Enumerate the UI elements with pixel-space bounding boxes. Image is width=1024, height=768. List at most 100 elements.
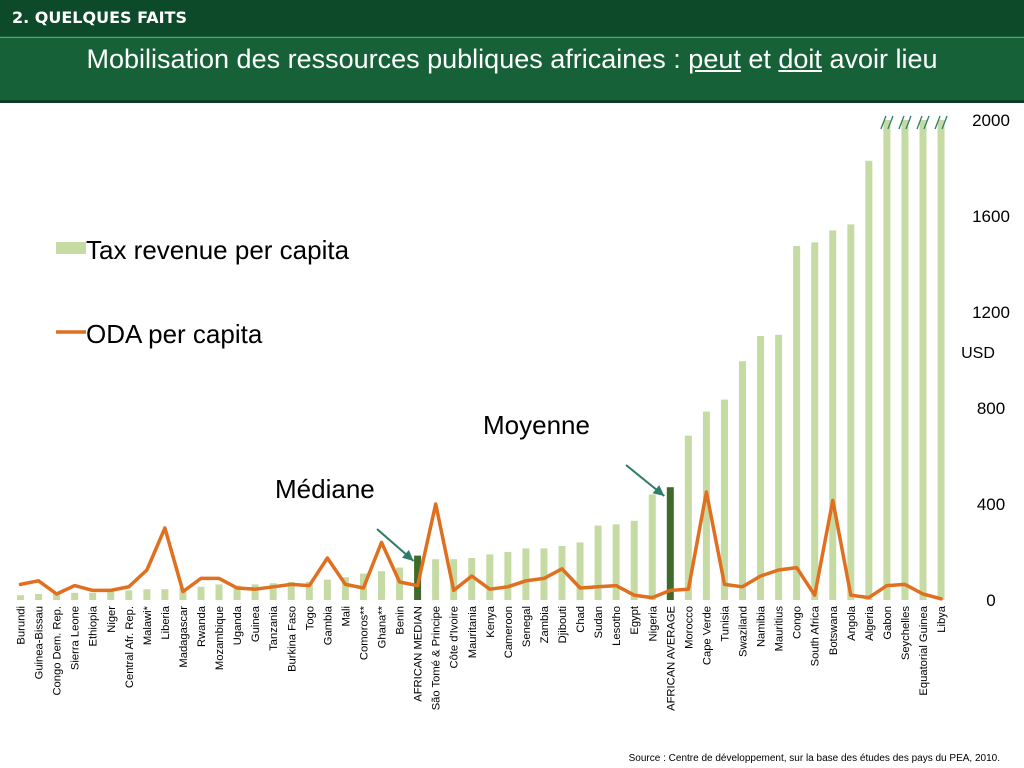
header-divider: [0, 37, 1024, 38]
median-callout: Médiane: [275, 474, 375, 504]
category-label-mauritania: Mauritania: [467, 605, 479, 658]
bar-guinea: [251, 584, 259, 600]
bar-morocco: [684, 435, 692, 600]
median-arrow-head: [402, 550, 414, 561]
category-label-tunisia: Tunisia: [719, 605, 731, 641]
bar-liberia: [161, 589, 169, 600]
bar-african-average: [666, 487, 674, 600]
category-label-sudan: Sudan: [593, 606, 605, 638]
category-label-uganda: Uganda: [232, 605, 244, 645]
category-label-chad: Chad: [575, 606, 587, 633]
legend-label-oda: ODA per capita: [86, 319, 263, 349]
category-label-morocco: Morocco: [683, 606, 695, 649]
category-label-cote-d-ivoire: Côte d'Ivoire: [449, 606, 461, 668]
category-label-angola: Angola: [846, 605, 858, 641]
legend-swatch-tax: [56, 242, 86, 254]
category-label-togo: Togo: [304, 606, 316, 630]
y-tick-label: 2000: [972, 111, 1010, 130]
bar-sudan: [594, 525, 602, 600]
bar-cote-d-ivoire: [450, 559, 458, 600]
bar-tunisia: [720, 399, 728, 600]
bar-burkina-faso: [287, 582, 295, 600]
category-label-cape-verde: Cape Verde: [701, 606, 713, 665]
axis-break-mark: [941, 115, 948, 130]
bar-mauritius: [775, 334, 783, 600]
bar-central-afr-rep: [125, 590, 133, 600]
category-label-african-average: AFRICAN AVERAGE: [665, 606, 677, 711]
bar-kenya: [486, 554, 494, 600]
category-label-ghana: Ghana**: [377, 605, 389, 648]
axis-break-mark: [880, 115, 887, 130]
bar-namibia: [757, 336, 765, 600]
category-label-guinea-bissau: Guinea-Bissau: [34, 606, 46, 679]
bar-niger: [107, 591, 115, 600]
source-note: Source : Centre de développement, sur la…: [628, 753, 1000, 764]
category-label-gabon: Gabon: [882, 606, 894, 640]
title-peut: peut: [688, 44, 741, 74]
bar-congo: [793, 246, 801, 600]
bar-mauritania: [468, 558, 476, 600]
axis-break-mark: [916, 115, 923, 130]
bar-mozambique: [215, 584, 223, 600]
bar-ethiopia: [89, 592, 97, 600]
category-label-central-afr-rep: Central Afr. Rep.: [124, 606, 136, 688]
bar-lesotho: [612, 524, 620, 600]
bar-congo-dem-rep: [53, 594, 61, 600]
bar-guinea-bissau: [35, 594, 43, 600]
axis-break-mark: [898, 115, 905, 130]
category-label-libya: Libya: [936, 605, 948, 633]
category-label-equatorial-guinea: Equatorial Guinea: [918, 605, 930, 695]
slide-header: 2. QUELQUES FAITS Mobilisation des resso…: [0, 0, 1024, 100]
average-arrow-head: [652, 485, 665, 496]
y-tick-label: 800: [977, 399, 1005, 418]
slide-title: Mobilisation des ressources publiques af…: [0, 44, 1024, 75]
category-label-mali: Mali: [340, 606, 352, 627]
bar-libya: [937, 120, 945, 600]
category-label-burkina-faso: Burkina Faso: [286, 606, 298, 672]
category-label-burundi: Burundi: [16, 606, 28, 645]
axis-break-mark: [905, 115, 912, 130]
category-label-djibouti: Djibouti: [557, 606, 569, 643]
section-bar: 2. QUELQUES FAITS: [0, 0, 1024, 36]
bar-senegal: [522, 548, 530, 600]
bar-rwanda: [197, 586, 205, 600]
category-label-ethiopia: Ethiopia: [88, 605, 100, 646]
bar-chad: [576, 542, 584, 600]
bar-zambia: [540, 548, 548, 600]
bar-burundi: [17, 595, 24, 600]
category-label-niger: Niger: [106, 606, 118, 633]
category-label-mauritius: Mauritius: [774, 606, 786, 652]
bar-cape-verde: [702, 411, 710, 600]
bar-seychelles: [901, 120, 909, 600]
section-label: 2. QUELQUES FAITS: [12, 8, 187, 27]
category-label-malawi: Malawi*: [142, 605, 154, 645]
category-label-kenya: Kenya: [485, 605, 497, 637]
bar-swaziland: [739, 361, 746, 600]
bar-gabon: [883, 120, 891, 600]
title-part2: avoir lieu: [821, 44, 938, 74]
category-label-senegal: Senegal: [521, 606, 533, 647]
category-label-nigeria: Nigeria: [647, 605, 659, 641]
bar-ghana: [378, 571, 385, 600]
category-label-lesotho: Lesotho: [611, 606, 623, 646]
category-label-egypt: Egypt: [629, 605, 641, 634]
oda-line: [18, 490, 943, 601]
bar-uganda: [233, 585, 241, 600]
bar-togo: [305, 582, 313, 600]
header-bottom-border: [0, 100, 1024, 103]
category-label-congo: Congo: [792, 606, 804, 639]
y-tick-label: 0: [986, 591, 995, 610]
category-label-liberia: Liberia: [160, 605, 172, 639]
bar-nigeria: [648, 494, 656, 600]
category-label-rwanda: Rwanda: [196, 605, 208, 647]
category-label-comoros: Comoros**: [358, 605, 370, 660]
y-axis-label: USD: [961, 345, 995, 362]
axis-break-mark: [923, 115, 930, 130]
category-label-gambia: Gambia: [322, 605, 334, 645]
category-label-swaziland: Swaziland: [738, 606, 750, 657]
category-label-mozambique: Mozambique: [214, 606, 226, 670]
bar-angola: [847, 224, 855, 600]
legend-label-tax: Tax revenue per capita: [86, 235, 350, 265]
category-label-zambia: Zambia: [539, 605, 551, 643]
